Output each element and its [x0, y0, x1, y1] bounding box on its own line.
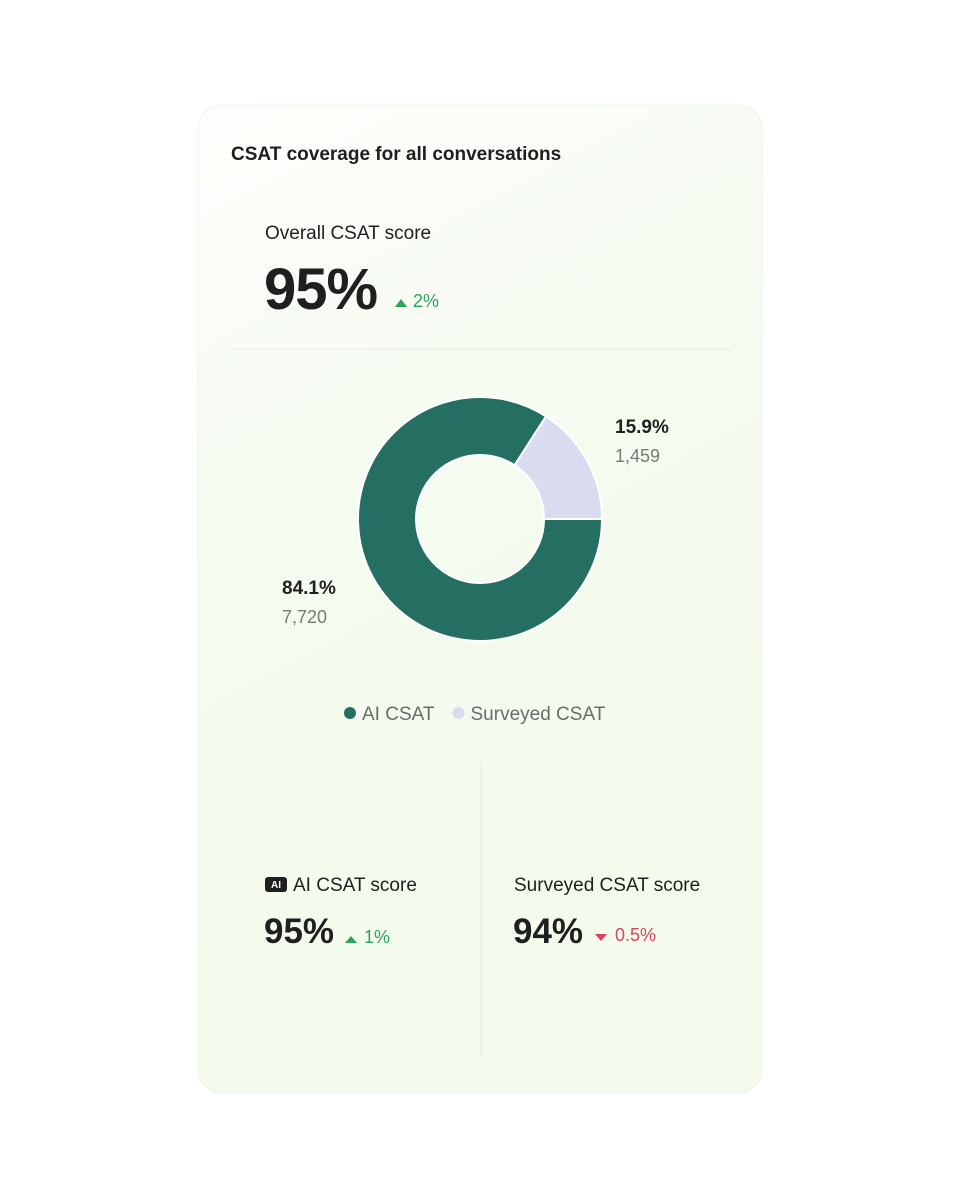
overall-value: 95%: [264, 257, 378, 322]
legend-label: AI CSAT: [362, 704, 435, 725]
donut-slice: [357, 396, 603, 642]
ai-badge-text: AI: [271, 880, 281, 891]
donut-chart: 84.1% 7,720 15.9% 1,459 AI CSAT Surveyed CSAT: [282, 396, 669, 725]
slice-count: 1,459: [615, 446, 660, 466]
ai-score-label: AI CSAT score: [293, 875, 417, 896]
ai-badge: [265, 877, 287, 892]
legend-dot: [344, 707, 356, 719]
surveyed-score-value: 94%: [513, 912, 583, 951]
surveyed-score-change: 0.5%: [615, 925, 656, 945]
card-title: CSAT coverage for all conversations: [231, 144, 561, 165]
slice-percent: 84.1%: [282, 578, 336, 599]
legend-dot: [452, 707, 465, 719]
donut-slice: [513, 415, 603, 520]
up-arrow: [395, 299, 407, 307]
down-arrow: [595, 934, 607, 941]
ai-score-change: 1%: [364, 927, 390, 947]
overall-change: 2%: [413, 291, 439, 311]
legend-label: Surveyed CSAT: [471, 704, 606, 725]
overall-label: Overall CSAT score: [265, 223, 431, 244]
slice-percent: 15.9%: [615, 417, 669, 438]
up-arrow: [345, 936, 357, 943]
surveyed-score-label: Surveyed CSAT score: [514, 875, 700, 896]
slice-count: 7,720: [282, 607, 327, 627]
ai-score-value: 95%: [264, 912, 334, 951]
